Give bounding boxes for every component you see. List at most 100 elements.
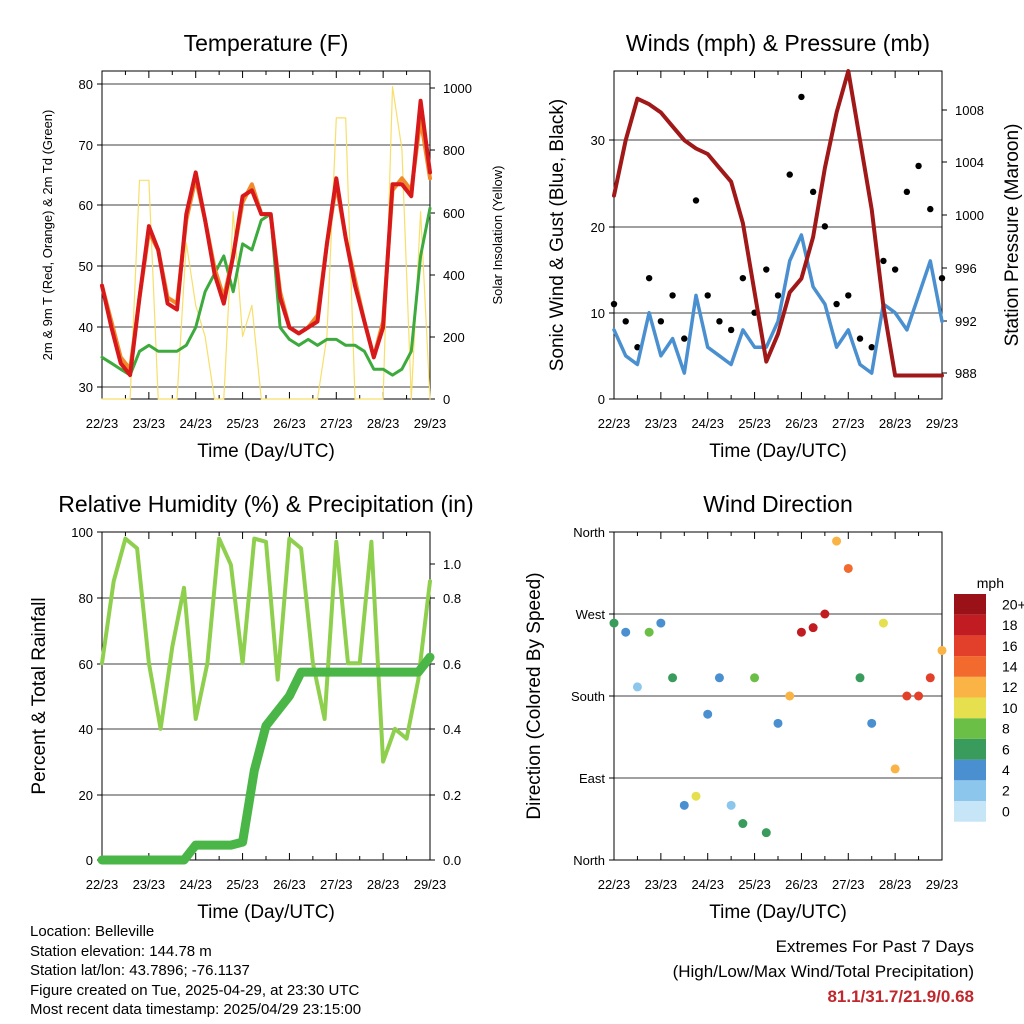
- hum-y2-tick-label: 1.0: [443, 557, 461, 572]
- wind-y-tick-label: 0: [598, 392, 605, 407]
- speed-legend-swatch: [954, 635, 986, 657]
- figure-created: Figure created on Tue, 2025-04-29, at 23…: [30, 981, 360, 999]
- temp-x-tick-label: 23/23: [133, 416, 166, 431]
- hum-x-tick-label: 24/23: [179, 877, 212, 892]
- hum-panel-title: Relative Humidity (%) & Precipitation (i…: [58, 491, 473, 517]
- hum-x-tick-label: 27/23: [320, 877, 353, 892]
- hum-y-tick-label: 40: [79, 722, 93, 737]
- speed-legend-swatch: [954, 718, 986, 739]
- hum-x-tick-label: 23/23: [133, 877, 166, 892]
- temperature-2m-line: [100, 98, 432, 378]
- dir-y-tick-label: West: [576, 607, 606, 622]
- speed-legend-label: 18: [1002, 617, 1018, 633]
- wind-y2-tick-label: 1000: [955, 208, 984, 223]
- wind-y2-tick-label: 996: [955, 261, 977, 276]
- station-info: Location: Belleville Station elevation: …: [30, 922, 361, 1020]
- temp-y2-tick-label: 800: [443, 143, 465, 158]
- hum-y2-tick-label: 0.4: [443, 722, 461, 737]
- gust-point: [798, 93, 805, 101]
- hum-y-tick-label: 60: [79, 657, 93, 672]
- direction-point: [843, 563, 853, 573]
- wind-y2-tick-label: 1004: [955, 155, 984, 170]
- wind-y-axis-label: Sonic Wind & Gust (Blue, Black): [547, 99, 568, 371]
- hum-y2-tick-label: 0.0: [443, 853, 461, 868]
- gust-point: [903, 188, 911, 196]
- direction-point: [902, 691, 912, 701]
- relative-humidity-line: [100, 536, 432, 764]
- direction-point: [609, 618, 619, 628]
- extremes-title: Extremes For Past 7 Days: [775, 937, 974, 956]
- direction-point: [750, 673, 760, 683]
- hum-y2-tick-label: 0.6: [443, 657, 461, 672]
- wind-y2-tick-label: 1008: [955, 103, 984, 118]
- gust-point: [727, 326, 735, 334]
- gust-point: [868, 344, 875, 351]
- hum-y-tick-label: 80: [79, 591, 93, 606]
- temp-x-tick-label: 29/23: [414, 416, 447, 431]
- temp-y-tick-label: 60: [79, 198, 93, 213]
- speed-legend-label: 10: [1002, 700, 1018, 716]
- wind-y-tick-label: 20: [591, 220, 605, 235]
- direction-point: [785, 691, 795, 701]
- extremes-subtitle: (High/Low/Max Wind/Total Precipitation): [672, 962, 974, 981]
- hum-x-tick-label: 26/23: [273, 877, 306, 892]
- direction-point: [867, 718, 877, 728]
- wind-x-tick-label: 29/23: [926, 416, 959, 431]
- hum-y-axis-label: Percent & Total Rainfall: [29, 597, 50, 794]
- speed-legend-label: 16: [1002, 638, 1018, 654]
- temp-y2-tick-label: 0: [443, 392, 450, 407]
- solar-insolation-line: [101, 86, 431, 400]
- gust-point: [786, 171, 793, 178]
- station-location: Location: Belleville: [30, 923, 155, 940]
- dir-x-tick-label: 22/23: [598, 877, 631, 892]
- gust-point: [938, 274, 946, 282]
- gust-point: [622, 318, 629, 325]
- direction-point: [644, 627, 654, 637]
- gust-point: [927, 205, 934, 213]
- wind-x-tick-label: 22/23: [598, 416, 631, 431]
- temp-x-tick-label: 25/23: [226, 416, 259, 431]
- temp-x-tick-label: 26/23: [273, 416, 306, 431]
- gust-point: [634, 344, 641, 351]
- hum-y-tick-label: 100: [71, 525, 93, 540]
- dir-x-tick-label: 26/23: [785, 877, 818, 892]
- temp-y-tick-label: 30: [79, 380, 93, 395]
- wind-x-tick-label: 23/23: [645, 416, 678, 431]
- gust-point: [845, 292, 852, 299]
- wind-x-tick-label: 24/23: [691, 416, 724, 431]
- speed-legend-label: 14: [1002, 658, 1018, 674]
- temp-y2-tick-label: 1000: [443, 81, 472, 96]
- temp-x-tick-label: 27/23: [320, 416, 353, 431]
- speed-legend-title: mph: [977, 575, 1004, 591]
- gust-point: [669, 292, 676, 299]
- station-pressure-line: [612, 69, 944, 378]
- direction-point: [668, 673, 678, 683]
- wind-y2-axis-label: Station Pressure (Maroon): [1002, 124, 1023, 347]
- hum-x-axis-label: Time (Day/UTC): [197, 902, 335, 923]
- speed-legend-label: 20+: [1002, 596, 1024, 612]
- dir-y-tick-label: East: [579, 771, 605, 786]
- extremes-box: Extremes For Past 7 Days (High/Low/Max W…: [673, 934, 974, 1009]
- direction-point: [914, 691, 924, 701]
- direction-point: [937, 645, 947, 655]
- dir-y-tick-label: South: [571, 689, 605, 704]
- station-elevation: Station elevation: 144.78 m: [30, 942, 212, 960]
- temp-panel-title: Temperature (F): [184, 30, 349, 56]
- direction-point: [761, 828, 771, 838]
- gust-point: [821, 223, 829, 230]
- temp-y2-axis-label: Solar Insolation (Yellow): [490, 166, 505, 305]
- direction-point: [714, 673, 724, 683]
- temp-y2-tick-label: 600: [443, 206, 465, 221]
- gust-point: [915, 162, 922, 170]
- direction-point: [890, 764, 900, 774]
- speed-legend-swatch: [954, 656, 986, 677]
- gust-point: [774, 292, 782, 299]
- wind-x-tick-label: 25/23: [738, 416, 771, 431]
- dir-x-tick-label: 25/23: [738, 877, 771, 892]
- hum-y-tick-label: 20: [79, 788, 93, 803]
- wind-y-tick-label: 30: [591, 133, 605, 148]
- gust-point: [610, 300, 618, 308]
- hum-x-tick-label: 22/23: [86, 877, 119, 892]
- temp-y-tick-label: 70: [79, 138, 93, 153]
- gust-point: [809, 188, 817, 196]
